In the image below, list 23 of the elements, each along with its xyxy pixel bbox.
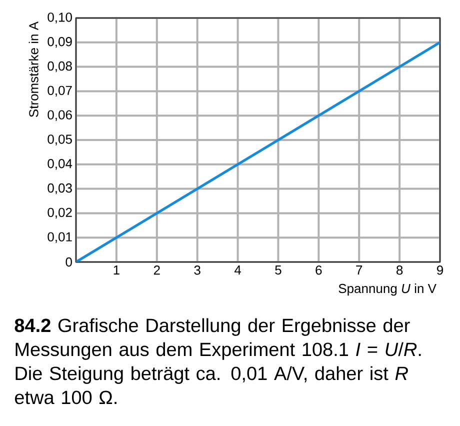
x-tick-label: 3	[194, 266, 200, 275]
x-axis-title: Spannung U in V	[338, 284, 436, 296]
x-tick-label: 4	[234, 266, 242, 274]
x-tick-label: 7	[356, 266, 362, 274]
y-tick-label: 0,08	[48, 61, 72, 72]
x-tick-label: 1	[114, 266, 120, 274]
x-tick-label: 8	[396, 266, 403, 275]
y-tick-label: 0,07	[48, 86, 72, 97]
x-tick-label: 9	[437, 266, 443, 275]
x-tick-label: 5	[275, 266, 282, 275]
y-tick-label: 0,04	[48, 159, 72, 170]
y-tick-label: 0,06	[48, 110, 72, 121]
x-tick-label: 6	[316, 266, 322, 275]
y-tick-label: 0,09	[48, 37, 72, 48]
y-tick-label: 0	[66, 257, 72, 267]
y-tick-label: 0,05	[48, 134, 72, 146]
y-tick-label: 0,10	[48, 12, 72, 24]
y-tick-label: 0,03	[48, 183, 72, 194]
y-axis-title: Stromstärke in A	[28, 22, 38, 118]
x-tick-label: 2	[154, 266, 160, 275]
text: 84.2 Grafische Darstellung der Ergebnisse der Messungen aus dem Experiment 108.1 I = U/R. Die Steigung beträgt ca. 0,01 A/V, daher ist R etwa 100 Ω.	[14, 318, 421, 404]
y-tick-label: 0,01	[48, 232, 72, 243]
y-tick-label: 0,02	[48, 208, 72, 219]
